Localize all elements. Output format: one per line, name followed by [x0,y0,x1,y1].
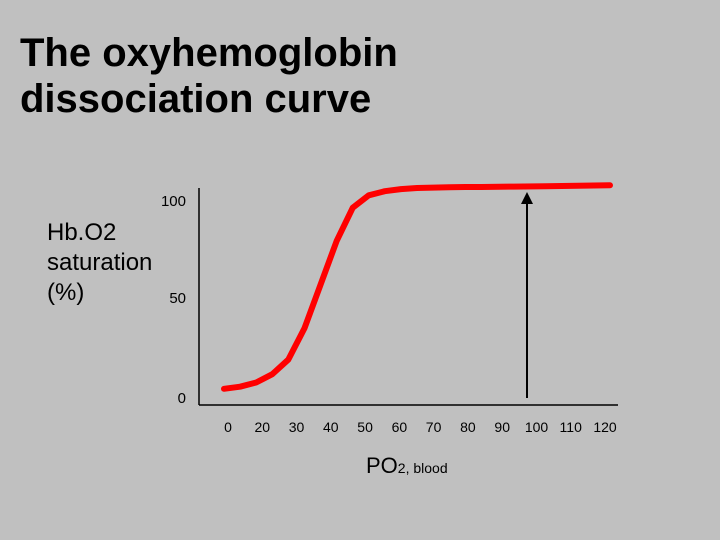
x-tick-label: 120 [593,419,617,435]
y-tick-labels: 0 50 100 [161,193,186,407]
x-tick-label: 20 [255,419,271,435]
title-line-1: The oxyhemoglobin [20,31,398,75]
x-axis-label-main: PO [366,453,398,478]
x-tick-label: 40 [323,419,339,435]
y-axis-label-line-2: saturation [47,249,153,276]
series-line [221,182,613,392]
x-tick-label: 110 [560,419,583,435]
y-tick-label: 100 [161,193,186,210]
x-tick-label: 100 [525,419,549,435]
x-tick-label: 80 [460,419,476,435]
x-axis-label: PO2, blood [366,453,448,478]
title-line-2: dissociation curve [20,77,372,121]
y-tick-label: 0 [178,390,186,407]
x-tick-label: 60 [392,419,408,435]
x-tick-label: 50 [357,419,373,435]
x-tick-label: 0 [224,419,232,435]
arrow-head [521,192,533,204]
x-tick-labels: 0 20 30 40 50 60 70 80 90 100 110 120 [224,419,617,435]
y-tick-label: 50 [169,290,186,307]
x-axis-label-sub: 2, blood [398,460,448,476]
page-title: The oxyhemoglobin dissociation curve [20,30,398,122]
x-tick-label: 90 [494,419,510,435]
y-axis-label-line-1: Hb.O2 [47,219,117,246]
x-tick-label: 70 [426,419,442,435]
x-tick-label: 30 [289,419,305,435]
y-axis-label-line-3: (%) [47,279,85,306]
y-axis-label: Hb.O2 saturation (%) [47,218,152,308]
